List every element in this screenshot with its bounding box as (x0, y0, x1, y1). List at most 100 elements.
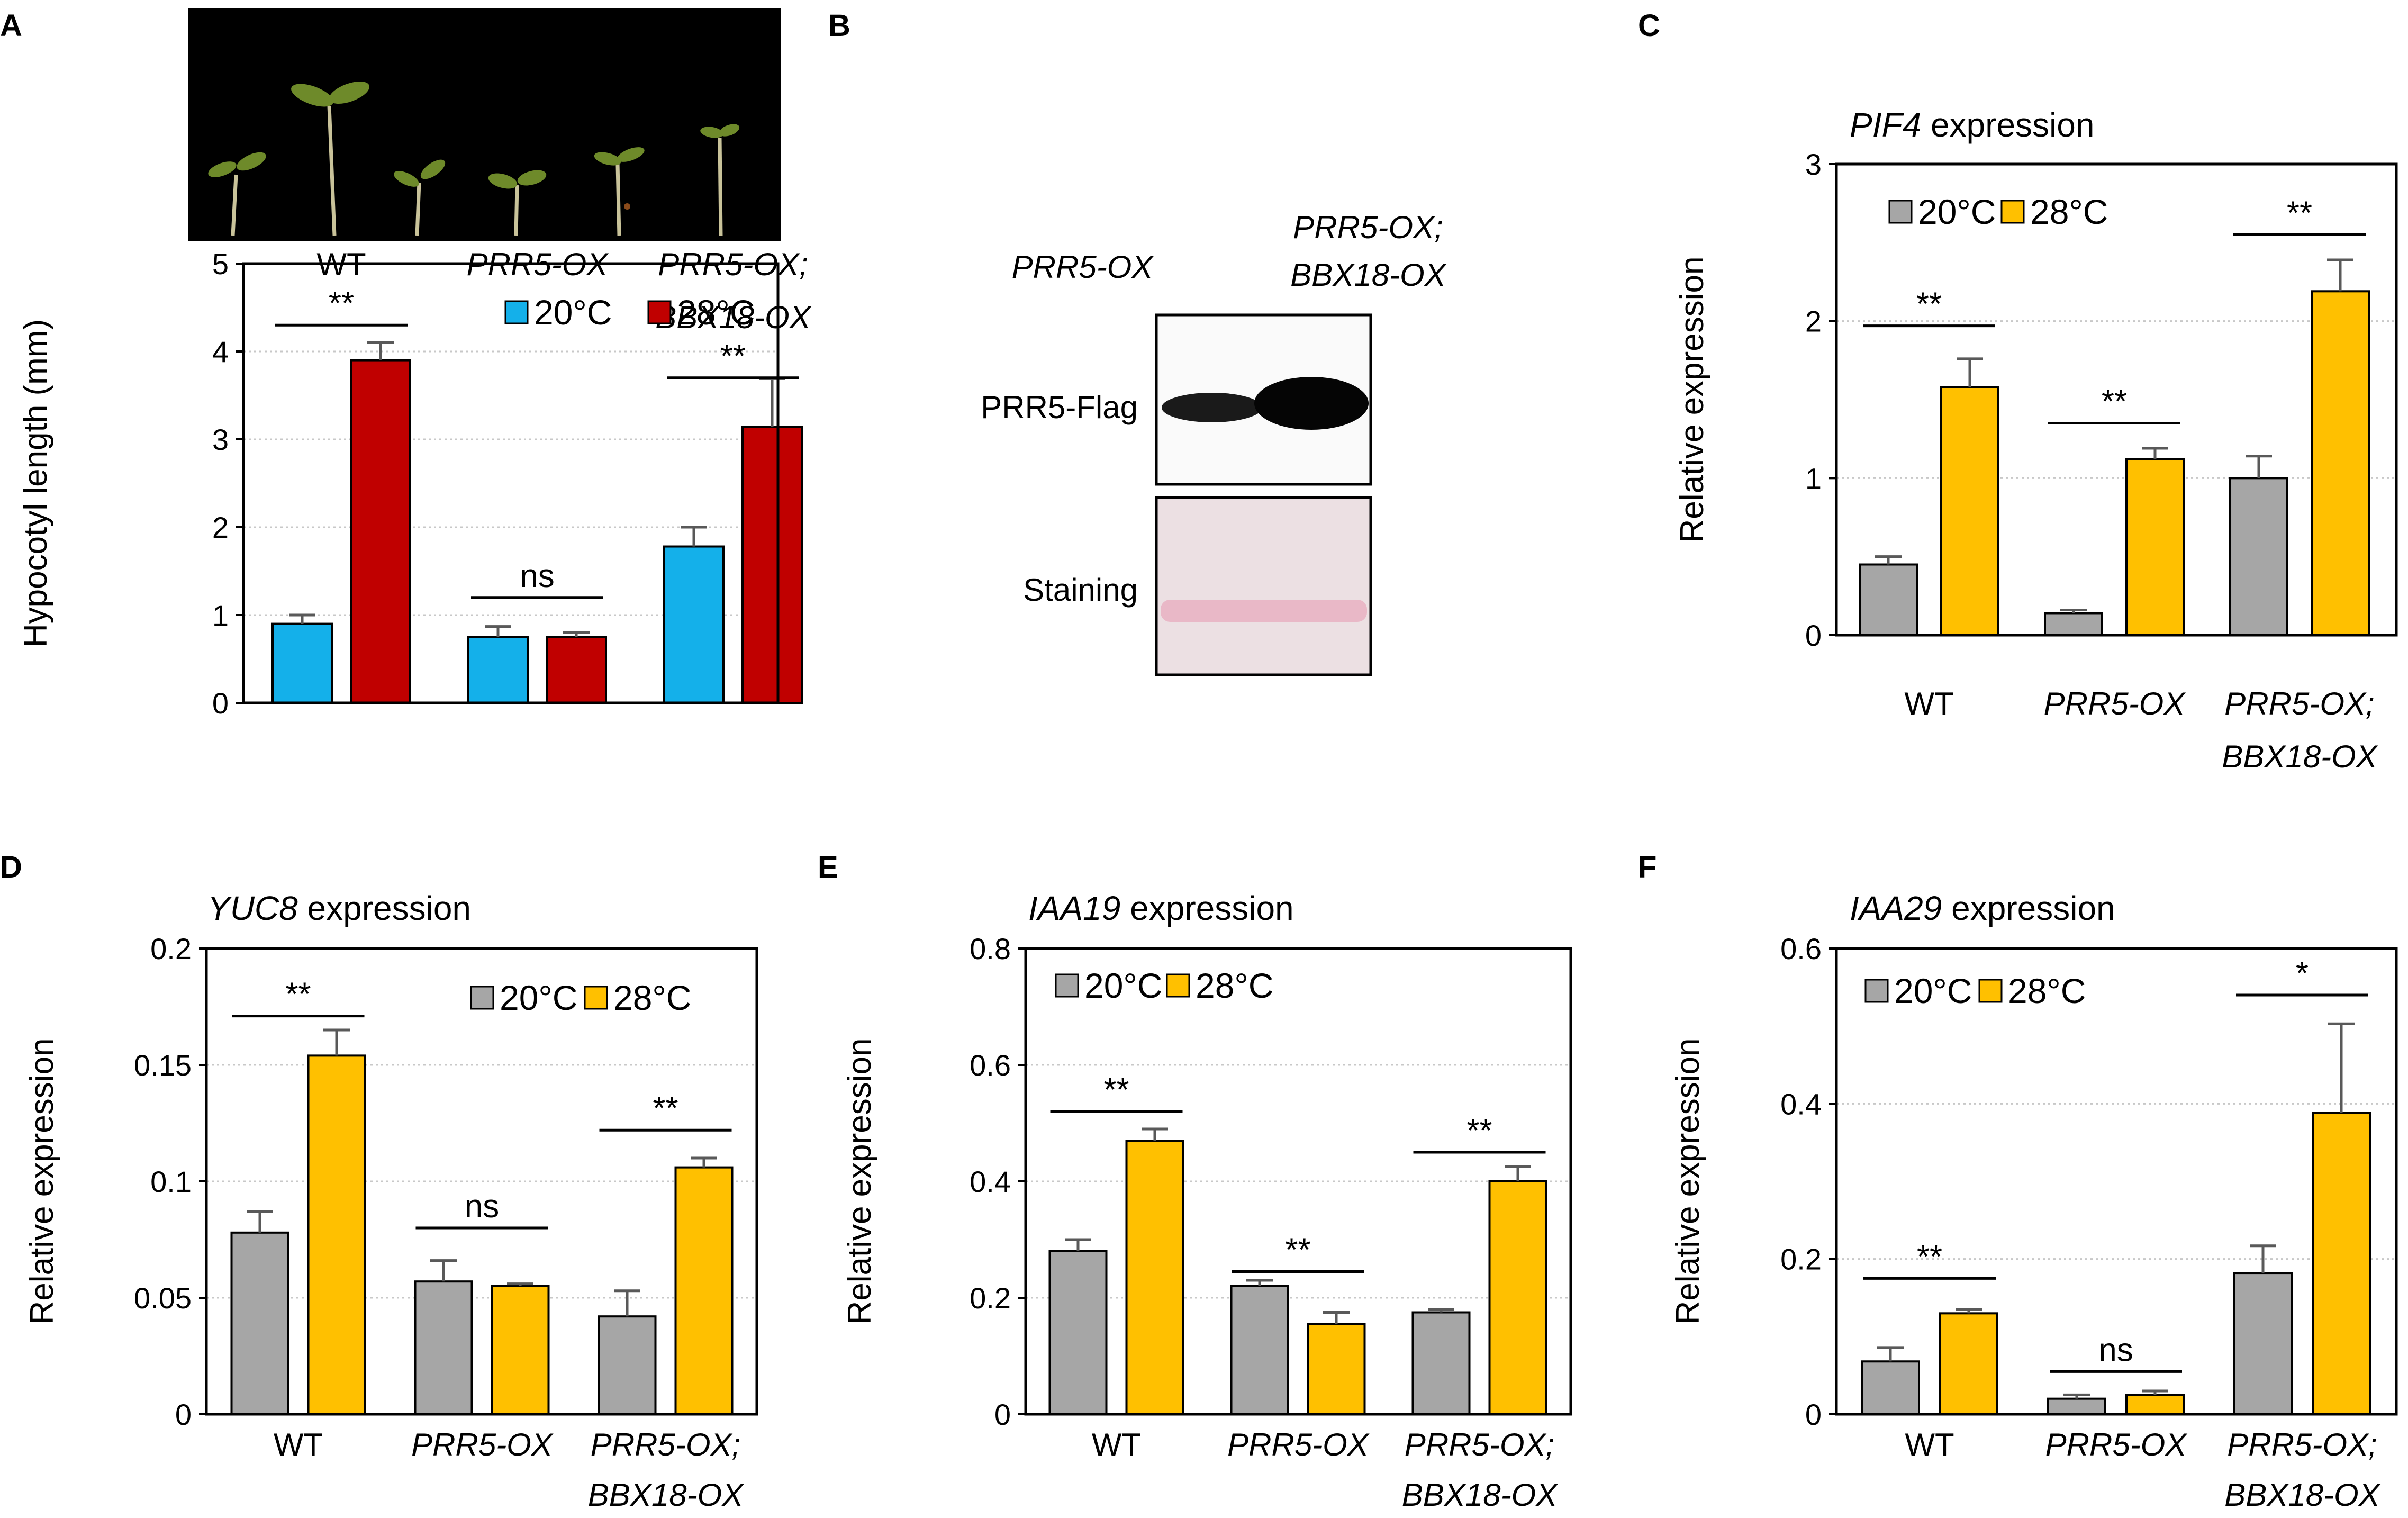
blot-lane-label-prr5-ox-line1: PRR5-OX; (1293, 210, 1443, 245)
bar-f-0-0 (1861, 1360, 1920, 1415)
staining-membrane (1155, 496, 1372, 676)
legend-swatch-d-0 (470, 986, 494, 1010)
category-label-d-2-1: BBX18-OX (588, 1477, 744, 1513)
category-label-e-0-0: WT (1092, 1427, 1141, 1462)
legend-swatch-e-1 (1166, 973, 1190, 998)
bar-e-2-0 (1411, 1311, 1471, 1415)
bar-a-1-1 (546, 636, 607, 704)
legend-label-d-1: 28°C (613, 978, 691, 1017)
ytick-label-d-0: 0 (175, 1398, 192, 1431)
western-blot: PRR5-OX PRR5-OX; BBX18-OX PRR5-Flag Stai… (981, 210, 1447, 676)
sig-label-f-0: ** (1917, 1239, 1942, 1275)
ytick-label-e-0: 0 (994, 1398, 1011, 1431)
chart-panel-a-hypocotyl: **WTnsPRR5-OX**PRR5-OX;BBX18-OX012345Hyp… (17, 247, 812, 720)
bar-d-2-1 (674, 1166, 734, 1416)
category-label-c-1-0: PRR5-OX (2044, 686, 2186, 721)
ytick-label-a-2: 2 (212, 511, 229, 544)
bar-c-2-1 (2311, 290, 2370, 636)
bar-d-2-0 (598, 1315, 657, 1415)
legend-label-c-0: 20°C (1918, 192, 1996, 231)
sig-label-d-1: ns (465, 1188, 499, 1225)
panel-letter-d: D (0, 850, 22, 884)
bar-e-2-1 (1488, 1180, 1547, 1415)
bar-f-2-0 (2233, 1272, 2293, 1415)
chart-title-suffix-f: expression (1942, 889, 2115, 927)
ytick-label-a-3: 3 (212, 423, 229, 456)
chart-panel-d-yuc8: ** WT ns PRR5-OX ** PRR5-OX; BBX18-OX 0 0.05 0.1 0… (24, 889, 758, 1513)
chart-title-gene-f: IAA29 (1850, 889, 1942, 927)
panel-letter-b: B (828, 8, 850, 43)
category-label-e-1-0: PRR5-OX (1227, 1427, 1370, 1462)
y-axis-title-c: Relative expression (1674, 256, 1710, 543)
chart-title-suffix-c: expression (1921, 106, 2094, 144)
category-label-e-2-1: BBX18-OX (1402, 1477, 1558, 1513)
bar-f-0-1 (1939, 1312, 1998, 1415)
legend-swatch-c-0 (1888, 200, 1913, 224)
category-label-f-2-0: PRR5-OX; (2227, 1427, 2377, 1462)
legend-label-f-0: 20°C (1894, 971, 1972, 1010)
bar-a-1-0 (467, 636, 529, 704)
panel-letter-a: A (0, 8, 22, 43)
legend-swatch-d-1 (584, 986, 608, 1010)
sig-label-d-2: ** (653, 1090, 678, 1127)
bar-e-1-1 (1307, 1323, 1366, 1415)
ytick-label-f-2: 0.4 (1780, 1087, 1822, 1121)
sig-label-a-2: ** (720, 338, 746, 375)
ytick-label-a-4: 4 (212, 335, 229, 368)
bar-c-2-0 (2229, 477, 2288, 636)
bar-f-1-1 (2125, 1394, 2185, 1415)
sig-label-e-2: ** (1466, 1113, 1492, 1149)
ytick-label-f-1: 0.2 (1780, 1243, 1822, 1276)
category-label-d-2-0: PRR5-OX; (591, 1427, 740, 1462)
ytick-label-d-4: 0.2 (150, 932, 192, 965)
ytick-label-c-2: 2 (1805, 305, 1822, 338)
y-axis-title-e: Relative expression (841, 1038, 878, 1324)
ytick-label-c-1: 1 (1805, 462, 1822, 495)
chart-title-f: IAA29 expression (1850, 889, 2115, 927)
category-label-f-0-0: WT (1905, 1427, 1954, 1462)
ytick-label-f-3: 0.6 (1780, 932, 1822, 965)
chart-title-e: IAA19 expression (1028, 889, 1294, 927)
sig-label-d-0: ** (285, 977, 311, 1013)
sig-label-f-1: ns (2098, 1332, 2133, 1368)
bar-c-0-0 (1859, 563, 1918, 636)
chart-panel-c-pif4: ** WT ** PRR5-OX ** PRR5-OX; BBX18-OX 0 1 2 3 Relat… (1674, 106, 2398, 774)
plot-frame-c (1835, 162, 2398, 637)
panel-letter-f: F (1638, 850, 1656, 884)
bar-a-2-1 (741, 426, 803, 704)
bar-c-1-0 (2044, 612, 2103, 637)
plot-frame-f (1835, 947, 2398, 1416)
bar-a-0-0 (271, 622, 333, 704)
chart-title-suffix-d: expression (298, 889, 471, 927)
legend-label-e-1: 28°C (1196, 966, 1273, 1005)
category-label-c-2-0: PRR5-OX; (2224, 686, 2374, 721)
blot-band-lane1 (1162, 393, 1262, 422)
bar-d-1-1 (491, 1285, 550, 1415)
chart-title-suffix-e: expression (1120, 889, 1293, 927)
chart-title-gene-e: IAA19 (1028, 889, 1120, 927)
blot-lane-label-bbx18-ox-line2: BBX18-OX (1290, 257, 1446, 293)
category-label-c-0-0: WT (1904, 686, 1953, 721)
legend-label-f-1: 28°C (2008, 971, 2086, 1010)
bar-c-0-1 (1940, 386, 1999, 636)
legend-label-e-0: 20°C (1084, 966, 1162, 1005)
bar-e-0-1 (1125, 1140, 1184, 1415)
ytick-label-c-3: 3 (1805, 148, 1822, 181)
category-label-d-0-0: WT (274, 1427, 323, 1462)
legend-swatch-e-0 (1055, 973, 1079, 998)
ytick-label-e-2: 0.4 (970, 1165, 1011, 1198)
staining-band (1161, 600, 1367, 622)
ytick-label-e-4: 0.8 (970, 932, 1011, 965)
bar-f-2-1 (2312, 1112, 2371, 1415)
category-label-e-2-0: PRR5-OX; (1405, 1427, 1554, 1462)
chart-title-gene-d: YUC8 (207, 889, 298, 927)
sig-label-a-0: ** (329, 285, 354, 322)
sig-label-e-1: ** (1285, 1232, 1310, 1269)
bar-a-2-0 (663, 545, 725, 704)
chart-title-d: YUC8 expression (207, 889, 471, 927)
chart-panel-f-iaa29: ** WT ns PRR5-OX * PRR5-OX; BBX18-OX 0 0.2 0.4 0.6… (1670, 889, 2398, 1513)
bar-d-1-0 (414, 1280, 473, 1415)
ytick-label-a-1: 1 (212, 599, 229, 632)
sig-label-c-1: ** (2102, 384, 2127, 420)
category-label-d-1-0: PRR5-OX (411, 1427, 554, 1462)
